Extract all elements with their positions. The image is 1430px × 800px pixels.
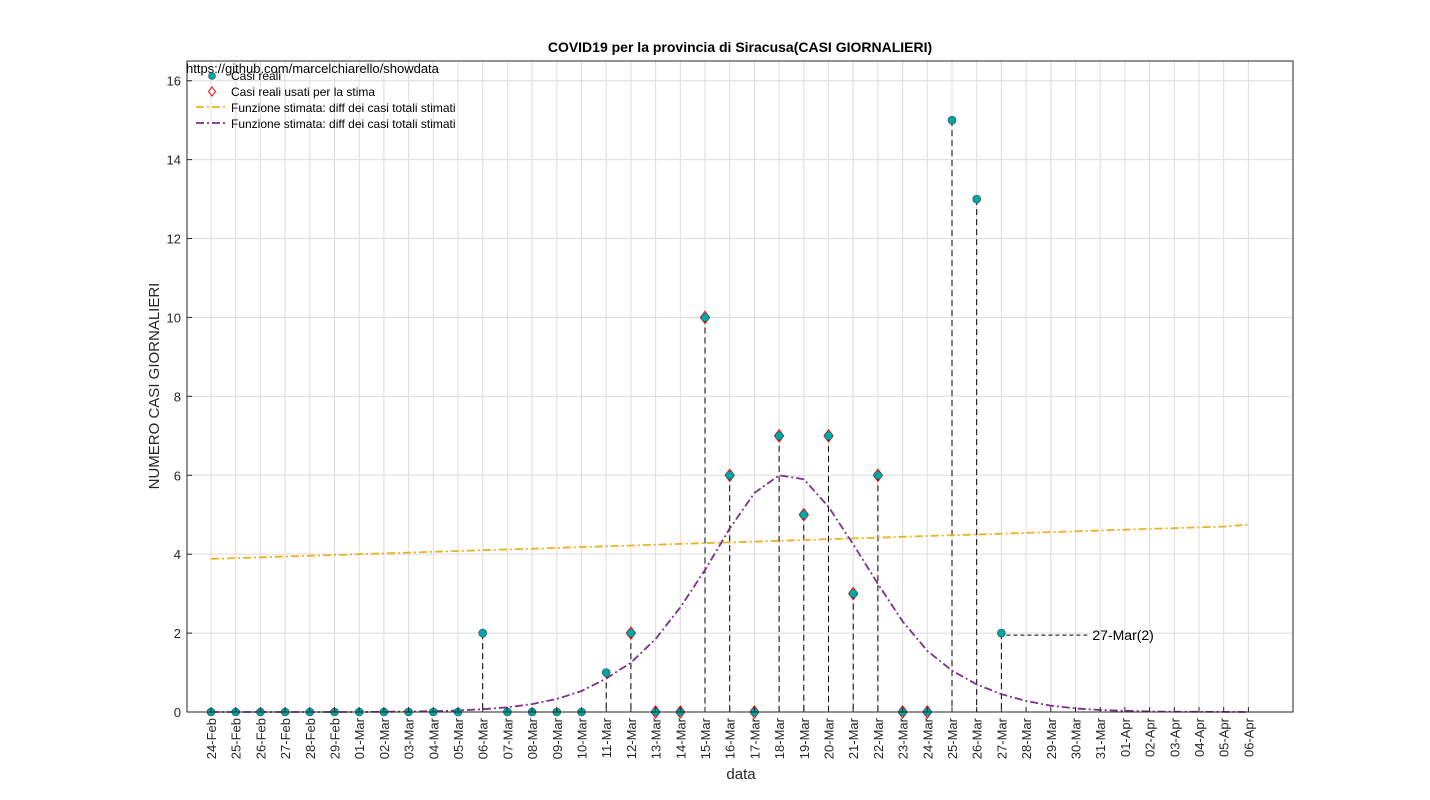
x-tick-label: 16-Mar	[723, 717, 738, 759]
x-tick-label: 07-Mar	[500, 717, 515, 759]
x-tick-label: 06-Mar	[476, 717, 491, 759]
x-axis-label: data	[726, 766, 756, 783]
x-tick-label: 28-Mar	[1019, 717, 1034, 759]
x-tick-label: 18-Mar	[772, 717, 787, 759]
data-point	[601, 668, 611, 677]
x-tick-label: 09-Mar	[550, 717, 565, 759]
legend-label: Funzione stimata: diff dei casi totali s…	[231, 117, 456, 131]
x-tick-label: 01-Mar	[352, 717, 367, 759]
data-point	[824, 431, 833, 441]
tick-labels: 0 2 4 6 8 10 12 14 16 24-Feb 25-Feb 26-Feb 27-Feb 28-…	[167, 74, 1257, 759]
x-tick-label: 14-Mar	[673, 717, 688, 759]
legend-marker-casi-reali	[208, 72, 216, 80]
data-point	[700, 313, 710, 322]
data-point	[725, 470, 735, 480]
x-tick-label: 03-Mar	[402, 717, 417, 759]
y-tick-label: 0	[174, 705, 181, 720]
x-tick-label: 08-Mar	[525, 717, 540, 759]
x-tick-label: 04-Apr	[1192, 717, 1207, 757]
x-tick-label: 24-Mar	[920, 717, 935, 759]
x-tick-label: 06-Apr	[1241, 717, 1256, 757]
x-tick-label: 02-Mar	[377, 717, 392, 759]
x-tick-label: 27-Feb	[278, 718, 293, 759]
x-tick-label: 31-Mar	[1093, 717, 1108, 759]
annotation-label: 27-Mar(2)	[1092, 627, 1153, 643]
x-tick-label: 02-Apr	[1143, 717, 1158, 757]
data-point	[972, 194, 982, 204]
x-tick-label: 23-Mar	[896, 717, 911, 759]
x-tick-label: 03-Apr	[1167, 717, 1182, 757]
x-tick-label: 28-Feb	[303, 718, 318, 759]
fit-line-linear	[210, 523, 1249, 560]
y-axis-label: NUMERO CASI GIORNALIERI	[146, 283, 163, 490]
x-tick-label: 05-Mar	[451, 717, 466, 759]
y-tick-label: 8	[174, 389, 181, 404]
y-tick-label: 12	[167, 232, 181, 247]
data-point	[848, 589, 858, 598]
data-point	[478, 628, 488, 638]
x-tick-label: 27-Mar	[994, 717, 1009, 759]
x-tick-label: 25-Feb	[229, 718, 244, 759]
y-tick-label: 4	[174, 547, 181, 562]
x-tick-label: 21-Mar	[846, 717, 861, 759]
data-point	[873, 470, 883, 480]
x-tick-label: 13-Mar	[649, 717, 664, 759]
x-tick-label: 24-Feb	[204, 718, 219, 759]
x-tick-label: 29-Mar	[1044, 717, 1059, 759]
y-tick-label: 10	[167, 310, 181, 325]
source-link[interactable]: https://github.com/marcelchiarello/showd…	[186, 61, 440, 76]
data-point	[947, 115, 957, 125]
x-tick-label: 04-Mar	[426, 717, 441, 759]
legend-marker-casi-usati	[207, 86, 217, 97]
x-tick-label: 10-Mar	[575, 717, 590, 759]
x-tick-label: 25-Mar	[945, 717, 960, 759]
x-tick-label: 26-Mar	[970, 717, 985, 759]
x-tick-label: 22-Mar	[871, 717, 886, 759]
stems	[482, 120, 1002, 712]
x-tick-label: 17-Mar	[747, 717, 762, 759]
legend: https://github.com/marcelchiarello/showd…	[186, 61, 456, 131]
y-tick-label: 16	[167, 74, 181, 89]
y-tick-label: 6	[174, 468, 181, 483]
legend-label: Casi reali usati per la stima	[231, 85, 375, 99]
legend-label: Funzione stimata: diff dei casi totali s…	[231, 101, 456, 115]
plot-area	[186, 60, 1294, 713]
x-tick-label: 11-Mar	[599, 717, 614, 758]
x-tick-label: 30-Mar	[1069, 717, 1084, 759]
x-tick-label: 15-Mar	[698, 717, 713, 759]
x-tick-label: 05-Apr	[1217, 717, 1232, 757]
chart-title: COVID19 per la provincia di Siracusa(CAS…	[548, 39, 932, 55]
x-tick-label: 20-Mar	[822, 717, 837, 759]
legend-label: Casi reali	[231, 69, 281, 83]
grid	[187, 61, 1293, 713]
data-point	[626, 628, 636, 638]
y-tick-label: 2	[174, 626, 181, 641]
x-tick-label: 01-Apr	[1118, 717, 1133, 757]
x-tick-label: 26-Feb	[253, 718, 268, 759]
data-point	[774, 431, 784, 441]
x-tick-label: 12-Mar	[624, 717, 639, 759]
annotation: 27-Mar(2)	[1006, 627, 1154, 643]
x-tick-label: 19-Mar	[797, 717, 812, 759]
data-point	[799, 510, 809, 520]
data-point	[997, 628, 1006, 638]
x-tick-label: 29-Feb	[328, 718, 343, 759]
y-tick-label: 14	[167, 153, 181, 168]
